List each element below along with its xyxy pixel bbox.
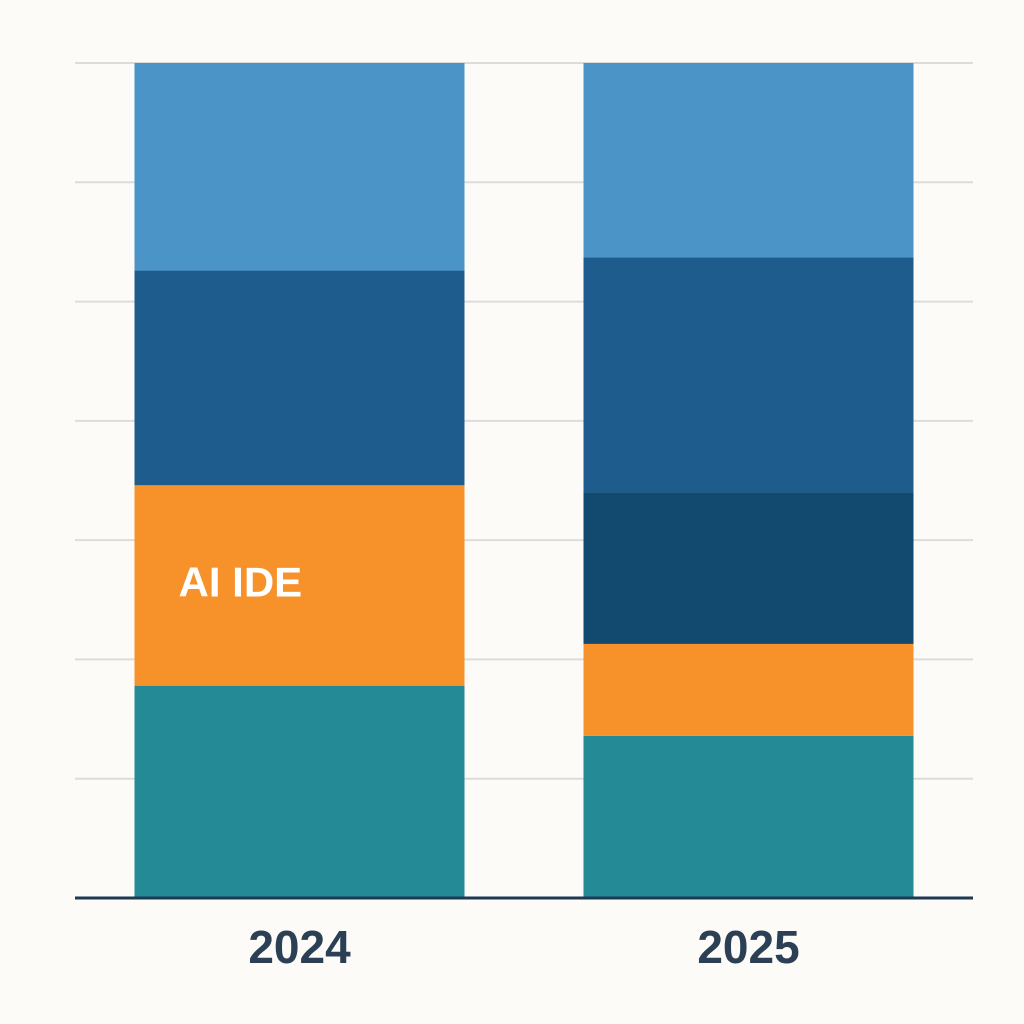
x-tick-label: 2024: [248, 921, 351, 973]
segment-label: AI IDE: [179, 559, 303, 606]
bar-segment: [583, 63, 914, 258]
bar-segment: [134, 270, 465, 486]
bar-segment: [583, 643, 914, 736]
bar-segment: [134, 485, 465, 686]
x-tick-label: 2025: [697, 921, 799, 973]
bar-segment: [134, 63, 465, 271]
bar-segment: [134, 685, 465, 898]
bar-segment: [583, 492, 914, 644]
bar-segment: [583, 257, 914, 493]
bar-segment: [583, 735, 914, 898]
